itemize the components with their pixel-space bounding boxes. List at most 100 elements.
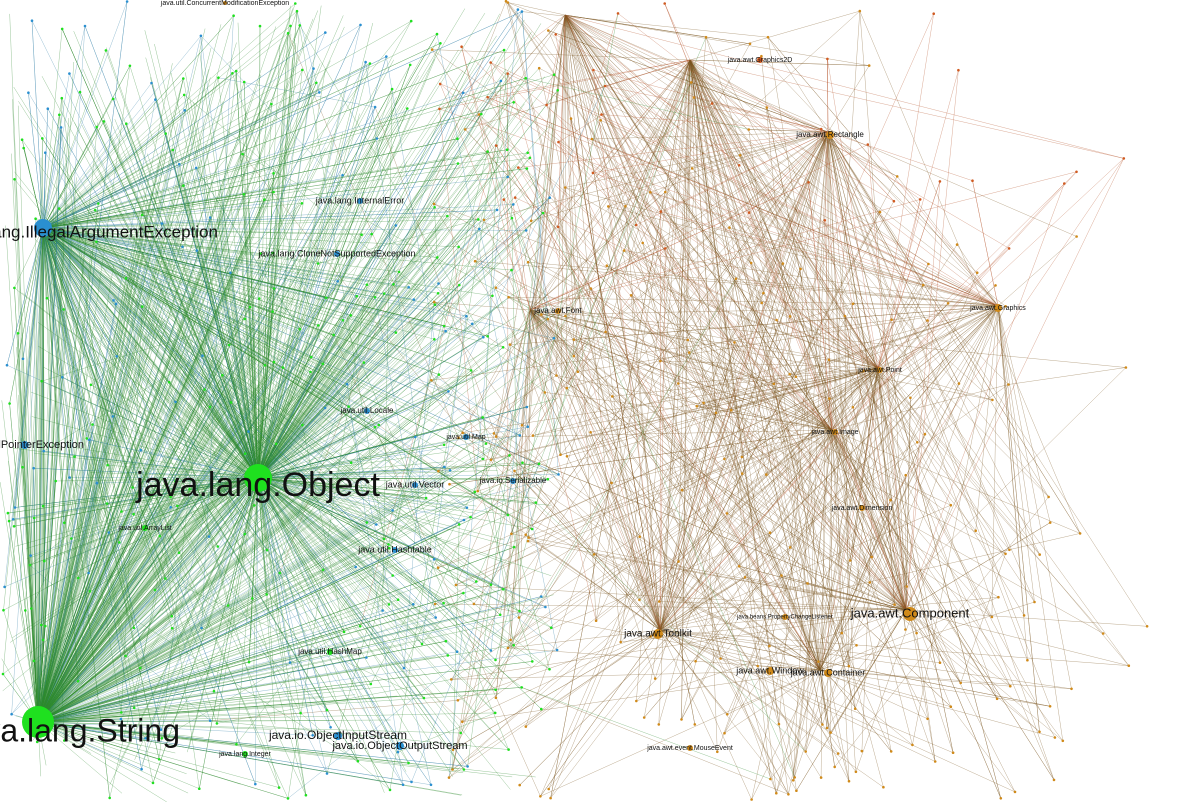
node-dot bbox=[508, 454, 511, 457]
edge bbox=[3, 610, 39, 723]
node-dot bbox=[208, 216, 212, 219]
node-dot bbox=[689, 81, 693, 84]
edge bbox=[257, 123, 458, 479]
edge bbox=[257, 22, 374, 479]
node-dot bbox=[889, 498, 892, 502]
edge bbox=[219, 179, 259, 479]
node-dot bbox=[391, 574, 395, 577]
edge bbox=[257, 90, 345, 479]
node-dot bbox=[111, 97, 115, 101]
edge bbox=[455, 429, 833, 586]
edge bbox=[37, 600, 272, 723]
node-dot bbox=[527, 536, 530, 539]
node-dot bbox=[840, 631, 844, 635]
edge bbox=[826, 609, 907, 729]
node-dot bbox=[341, 173, 344, 177]
edge bbox=[193, 102, 259, 479]
edge bbox=[257, 68, 326, 479]
node-dot bbox=[112, 299, 115, 302]
edge bbox=[827, 131, 895, 202]
edge bbox=[37, 721, 463, 796]
node-dot bbox=[923, 432, 927, 436]
edge bbox=[573, 339, 821, 671]
edge bbox=[42, 227, 311, 373]
edge bbox=[42, 80, 501, 229]
node-dot bbox=[477, 113, 481, 116]
edge bbox=[42, 227, 260, 299]
edge bbox=[37, 721, 200, 789]
node-dot bbox=[312, 67, 315, 70]
node-dot bbox=[41, 638, 45, 642]
edge bbox=[557, 14, 566, 227]
node-dot bbox=[139, 448, 143, 452]
edge bbox=[257, 477, 313, 736]
node-dot bbox=[60, 27, 64, 31]
edge bbox=[73, 31, 259, 479]
edge bbox=[529, 309, 697, 407]
edge bbox=[564, 14, 692, 83]
edge bbox=[37, 202, 54, 723]
edge bbox=[37, 721, 459, 770]
node-dot bbox=[68, 476, 71, 479]
edge bbox=[457, 629, 661, 701]
node-dot bbox=[1038, 730, 1041, 734]
edge bbox=[541, 305, 999, 315]
edge bbox=[257, 74, 555, 479]
edge bbox=[257, 477, 445, 647]
edge bbox=[37, 721, 204, 738]
edge bbox=[794, 429, 833, 778]
edge bbox=[374, 427, 509, 750]
node-dot bbox=[548, 196, 551, 199]
node-dot bbox=[552, 73, 556, 76]
edge bbox=[767, 37, 833, 431]
edge bbox=[659, 183, 1065, 631]
node-dot bbox=[719, 657, 722, 660]
edge bbox=[565, 187, 879, 369]
node bbox=[824, 669, 832, 677]
node-dot bbox=[938, 180, 942, 183]
edge bbox=[42, 15, 234, 229]
node-dot bbox=[1078, 532, 1082, 535]
node-dot bbox=[710, 102, 714, 105]
edge bbox=[257, 477, 465, 521]
edge bbox=[474, 103, 713, 262]
edge bbox=[42, 49, 505, 229]
edge bbox=[905, 609, 954, 753]
edge bbox=[1, 400, 39, 723]
edge bbox=[42, 149, 174, 229]
edge bbox=[877, 171, 1077, 369]
edge bbox=[257, 92, 464, 479]
edge bbox=[37, 61, 74, 723]
node-dot bbox=[530, 527, 534, 531]
edge bbox=[462, 629, 661, 722]
edge bbox=[788, 367, 879, 795]
edge bbox=[625, 206, 661, 631]
edge bbox=[643, 629, 661, 718]
node bbox=[653, 629, 663, 639]
edge bbox=[37, 337, 484, 723]
edge bbox=[577, 305, 999, 372]
edge bbox=[529, 309, 797, 791]
edge bbox=[133, 481, 176, 708]
edge bbox=[819, 582, 870, 671]
node-dot bbox=[365, 521, 369, 524]
edge bbox=[42, 227, 98, 484]
edge bbox=[257, 477, 367, 523]
edge bbox=[831, 429, 1063, 741]
edge bbox=[257, 343, 438, 479]
edge bbox=[525, 59, 691, 535]
node-dot bbox=[108, 796, 111, 800]
node-dot bbox=[231, 72, 234, 75]
edge bbox=[257, 477, 551, 506]
node-label: java.awt.Dimension bbox=[831, 505, 893, 512]
edge bbox=[831, 263, 929, 431]
edge bbox=[751, 305, 999, 800]
edge bbox=[824, 131, 829, 221]
edge bbox=[42, 227, 391, 791]
edge bbox=[625, 206, 879, 369]
edge bbox=[257, 477, 526, 600]
edge bbox=[5, 225, 39, 723]
edge bbox=[449, 483, 821, 671]
edge bbox=[42, 99, 156, 229]
edge bbox=[689, 59, 1010, 249]
